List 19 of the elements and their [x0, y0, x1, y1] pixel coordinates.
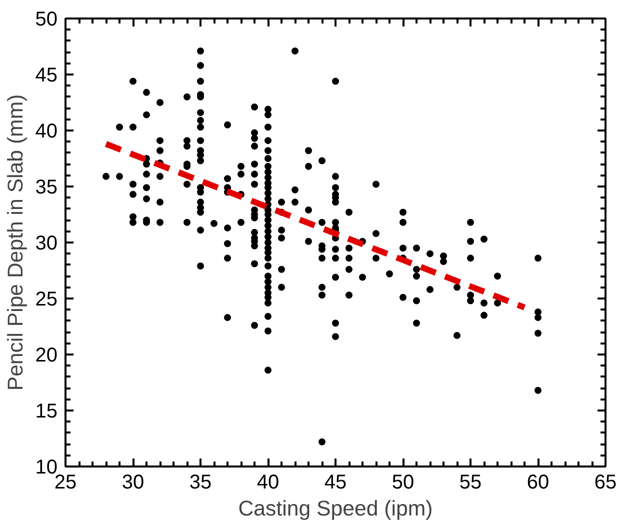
y-axis-title: Pencil Pipe Depth in Slab (mm)	[3, 94, 28, 391]
x-tick-label: 30	[122, 472, 144, 494]
y-tick-label: 30	[35, 232, 58, 254]
y-tick-label: 25	[35, 288, 58, 310]
y-tick-label: 50	[35, 8, 58, 30]
x-tick-label: 40	[256, 472, 280, 494]
x-tick-label: 65	[594, 472, 617, 494]
x-tick-label: 25	[54, 472, 77, 494]
x-tick-label: 45	[324, 472, 347, 494]
y-tick-label: 40	[35, 120, 58, 142]
x-tick-label: 35	[189, 472, 212, 494]
x-tick-label: 50	[392, 472, 414, 494]
y-tick-label: 20	[35, 344, 58, 366]
y-tick-label: 15	[35, 400, 58, 422]
x-tick-label: 55	[459, 472, 482, 494]
x-tick-label: 60	[526, 472, 550, 494]
y-tick-label: 45	[35, 64, 58, 86]
y-tick-label: 35	[35, 176, 58, 198]
x-axis-title: Casting Speed (ipm)	[238, 496, 433, 520]
